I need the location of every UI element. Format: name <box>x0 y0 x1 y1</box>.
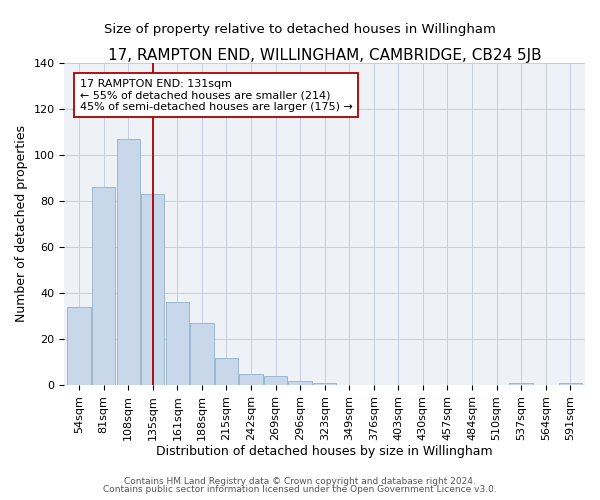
Bar <box>166 302 189 386</box>
Bar <box>141 194 164 386</box>
Bar <box>190 323 214 386</box>
Bar <box>559 383 582 386</box>
Bar <box>92 187 115 386</box>
Bar <box>264 376 287 386</box>
Bar <box>289 381 312 386</box>
Y-axis label: Number of detached properties: Number of detached properties <box>15 126 28 322</box>
Bar <box>313 383 337 386</box>
Bar <box>116 138 140 386</box>
Text: Contains public sector information licensed under the Open Government Licence v3: Contains public sector information licen… <box>103 485 497 494</box>
Text: 17 RAMPTON END: 131sqm
← 55% of detached houses are smaller (214)
45% of semi-de: 17 RAMPTON END: 131sqm ← 55% of detached… <box>80 78 353 112</box>
Bar <box>239 374 263 386</box>
Bar <box>215 358 238 386</box>
Bar <box>509 383 533 386</box>
Bar <box>67 307 91 386</box>
Title: 17, RAMPTON END, WILLINGHAM, CAMBRIDGE, CB24 5JB: 17, RAMPTON END, WILLINGHAM, CAMBRIDGE, … <box>108 48 542 62</box>
Text: Contains HM Land Registry data © Crown copyright and database right 2024.: Contains HM Land Registry data © Crown c… <box>124 477 476 486</box>
X-axis label: Distribution of detached houses by size in Willingham: Distribution of detached houses by size … <box>157 444 493 458</box>
Text: Size of property relative to detached houses in Willingham: Size of property relative to detached ho… <box>104 22 496 36</box>
